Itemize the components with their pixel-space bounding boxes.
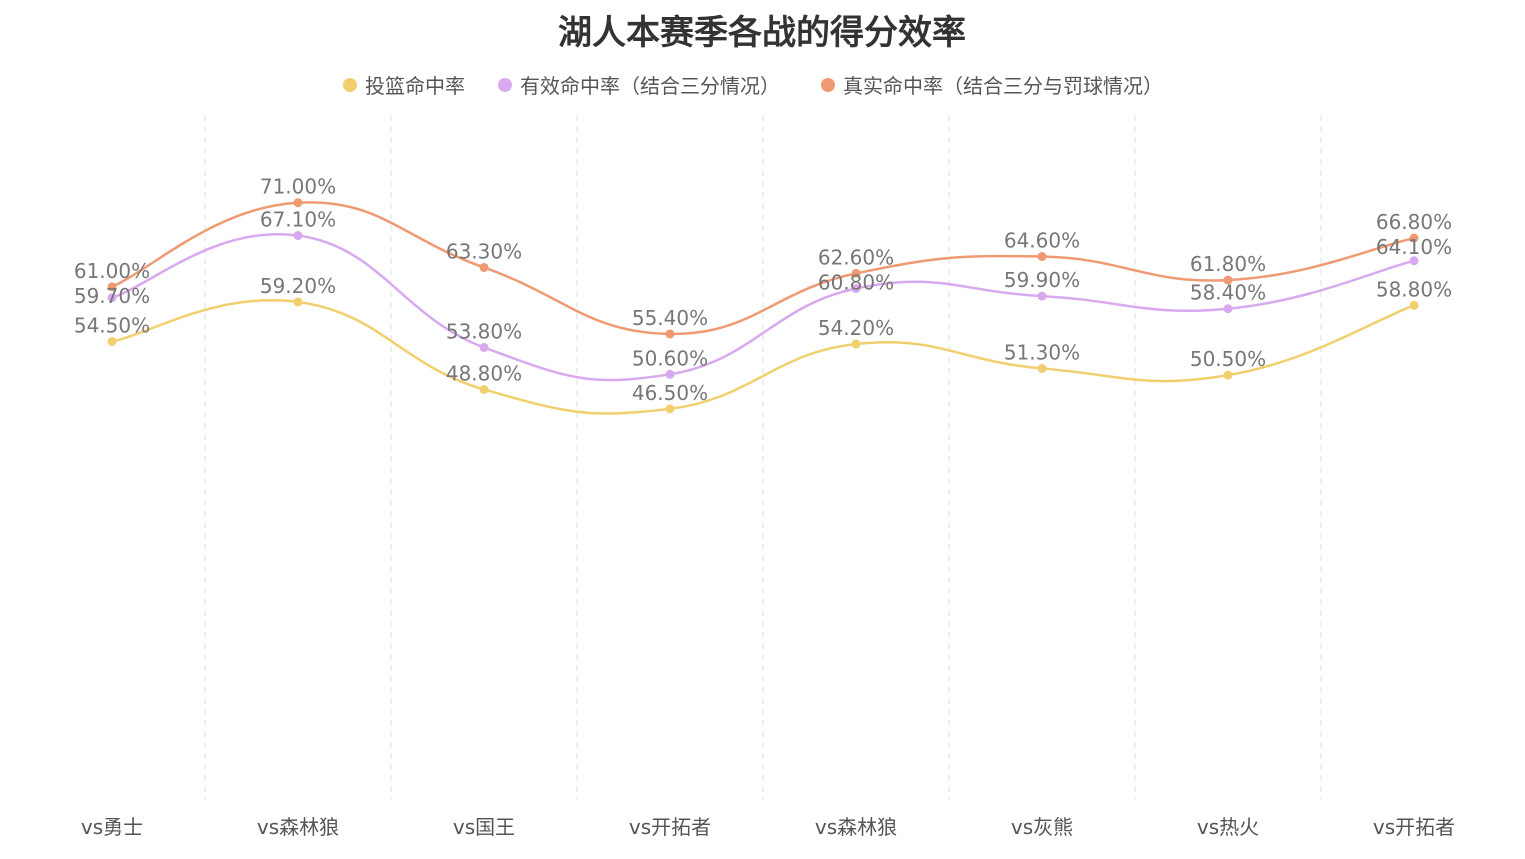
data-label: 64.60% (1004, 229, 1080, 253)
data-point[interactable] (1037, 363, 1047, 373)
data-label: 61.80% (1190, 252, 1266, 276)
legend-marker-icon[interactable] (821, 78, 835, 92)
data-label: 50.60% (632, 346, 708, 370)
data-point[interactable] (293, 231, 303, 241)
data-label: 62.60% (818, 245, 894, 269)
data-point[interactable] (1409, 300, 1419, 310)
data-label: 59.70% (74, 284, 150, 308)
data-point[interactable] (107, 293, 117, 303)
data-point[interactable] (479, 384, 489, 394)
data-label: 55.40% (632, 306, 708, 330)
legend: 投篮命中率 有效命中率（结合三分情况） 真实命中率（结合三分与罚球情况） (343, 74, 1163, 98)
data-point[interactable] (665, 369, 675, 379)
legend-label[interactable]: 真实命中率（结合三分与罚球情况） (843, 74, 1163, 98)
data-label: 54.50% (74, 314, 150, 338)
data-point[interactable] (851, 268, 861, 278)
series-line (111, 201, 1415, 336)
data-point[interactable] (479, 262, 489, 272)
data-label: 58.80% (1376, 277, 1452, 301)
legend-label[interactable]: 投篮命中率 (365, 74, 465, 98)
data-label: 46.50% (632, 381, 708, 405)
data-label: 71.00% (260, 175, 336, 199)
data-point[interactable] (293, 198, 303, 208)
x-axis: vs勇士 vs森林狼 vs国王 vs开拓者 vs森林狼 vs灰熊 vs热火 vs开拓者 (81, 815, 1455, 839)
data-point[interactable] (107, 282, 117, 292)
data-point[interactable] (665, 404, 675, 414)
data-label: 64.10% (1376, 235, 1452, 259)
data-label: 60.80% (818, 270, 894, 294)
legend-marker-icon[interactable] (343, 78, 357, 92)
data-point[interactable] (1223, 275, 1233, 285)
data-label: 54.20% (818, 316, 894, 340)
x-tick-label: vs森林狼 (257, 815, 339, 839)
data-point[interactable] (665, 329, 675, 339)
data-point[interactable] (1223, 370, 1233, 380)
data-point[interactable] (107, 337, 117, 347)
x-tick-label: vs开拓者 (1373, 815, 1455, 839)
data-label: 67.10% (260, 208, 336, 232)
data-point[interactable] (1223, 304, 1233, 314)
chart-title: 湖人本赛季各战的得分效率 (558, 13, 966, 53)
data-point[interactable] (293, 297, 303, 307)
grid (204, 115, 1322, 800)
data-point[interactable] (1037, 252, 1047, 262)
data-point[interactable] (851, 284, 861, 294)
data-point[interactable] (1037, 291, 1047, 301)
x-tick-label: vs热火 (1197, 815, 1259, 839)
series-group (107, 198, 1419, 415)
data-point[interactable] (1409, 256, 1419, 266)
data-point[interactable] (1409, 233, 1419, 243)
data-label: 58.40% (1190, 281, 1266, 305)
legend-label[interactable]: 有效命中率（结合三分情况） (520, 74, 780, 98)
legend-marker-icon[interactable] (498, 78, 512, 92)
x-tick-label: vs灰熊 (1011, 815, 1073, 839)
data-label: 59.90% (1004, 268, 1080, 292)
data-labels: 61.00%59.70% 54.50% 71.00% 67.10% 59.20% 63.3… (74, 175, 1452, 405)
data-label: 63.30% (446, 239, 522, 263)
x-tick-label: vs开拓者 (629, 815, 711, 839)
data-point[interactable] (851, 339, 861, 349)
data-label: 61.00% (74, 259, 150, 283)
data-label: 66.80% (1376, 210, 1452, 234)
x-tick-label: vs森林狼 (815, 815, 897, 839)
series-line (111, 299, 1415, 415)
data-label: 48.80% (446, 361, 522, 385)
series-line (111, 232, 1415, 382)
data-label: 59.20% (260, 274, 336, 298)
data-label: 50.50% (1190, 347, 1266, 371)
data-point[interactable] (479, 342, 489, 352)
data-label: 51.30% (1004, 340, 1080, 364)
x-tick-label: vs国王 (453, 815, 515, 839)
data-label: 53.80% (446, 319, 522, 343)
x-tick-label: vs勇士 (81, 815, 143, 839)
